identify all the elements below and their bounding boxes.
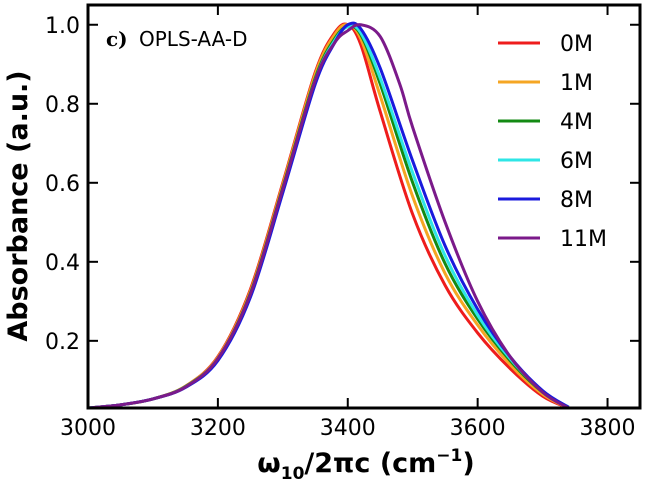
x-tick-label: 3400 — [320, 416, 376, 441]
legend-label-1m: 1M — [560, 71, 593, 96]
legend: 0M 1M 4M 6M 8M 11M — [498, 32, 607, 252]
y-tick-label: 0.8 — [45, 93, 80, 118]
legend-label-8m: 8M — [560, 188, 593, 213]
x-tick-label: 3000 — [60, 416, 116, 441]
y-tick-label: 1.0 — [45, 14, 80, 39]
x-axis-label-sup: −1 — [436, 446, 462, 466]
x-tick-label: 3800 — [580, 416, 636, 441]
panel-label-text: OPLS-AA-D — [139, 27, 248, 51]
legend-label-6m: 6M — [560, 149, 593, 174]
y-tick-label: 0.6 — [45, 172, 80, 197]
axis-ticks: 3000 3200 3400 3600 3800 0.2 0.4 0.6 0.8 1.0 — [45, 5, 640, 441]
y-tick-label: 0.4 — [45, 251, 80, 276]
panel-label-prefix: c) — [106, 27, 128, 51]
x-tick-label: 3200 — [190, 416, 246, 441]
legend-label-4m: 4M — [560, 110, 593, 135]
plot-frame — [86, 3, 642, 410]
legend-label-0m: 0M — [560, 32, 593, 57]
y-tick-label: 0.2 — [45, 330, 80, 355]
x-axis-label: ω10/2πc (cm−1) — [257, 446, 474, 484]
x-tick-label: 3600 — [450, 416, 506, 441]
x-axis-label-close: ) — [462, 448, 474, 479]
legend-label-11m: 11M — [560, 227, 607, 252]
series-line-11m — [87, 23, 570, 410]
series-layer — [87, 21, 570, 410]
x-axis-label-omega: ω — [257, 448, 280, 479]
y-axis-label: Absorbance (a.u.) — [3, 70, 34, 341]
x-axis-label-rest: /2πc (cm — [304, 448, 436, 479]
panel-label: c) OPLS-AA-D — [106, 27, 248, 51]
x-axis-label-sub: 10 — [281, 464, 305, 484]
